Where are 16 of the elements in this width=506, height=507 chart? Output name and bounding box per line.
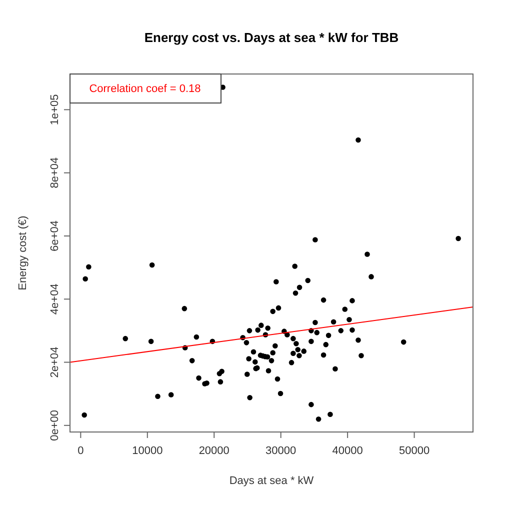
y-tick-label: 4e+04: [49, 284, 61, 315]
x-tick-label: 50000: [398, 445, 430, 457]
annotation: Correlation coef = 0.18: [89, 83, 201, 95]
y-tick-label: 6e+04: [49, 220, 61, 252]
x-tick-label: 10000: [132, 445, 163, 457]
y-tick-label: 1e+05: [49, 94, 61, 126]
x-axis-title: Days at sea * kW: [229, 475, 314, 487]
x-tick-label: 20000: [198, 445, 230, 457]
x-tick-label: 0: [78, 445, 84, 457]
x-tick-label: 30000: [266, 445, 296, 457]
x-tick-label: 40000: [332, 445, 363, 457]
y-axis-title: Energy cost (€): [17, 216, 29, 290]
y-tick-label: 2e+04: [49, 346, 61, 378]
y-tick-label: 8e+04: [49, 157, 61, 188]
y-tick-label: 0e+00: [49, 410, 61, 441]
chart-title: Energy cost vs. Days at sea * kW for TBB: [144, 30, 399, 45]
